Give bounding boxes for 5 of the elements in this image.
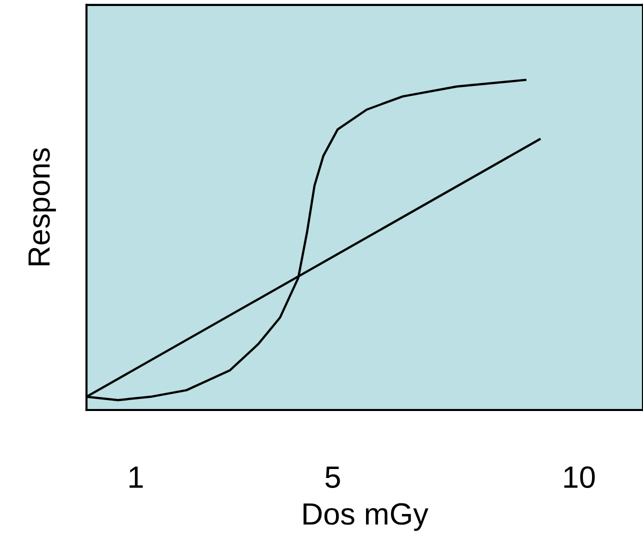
- x-axis-title: Dos mGy: [304, 503, 428, 531]
- x-tick-label: 10: [564, 466, 595, 488]
- x-tick-label: 1: [130, 466, 143, 488]
- y-axis-title: Respons: [28, 148, 56, 266]
- x-tick-label: 5: [325, 466, 340, 488]
